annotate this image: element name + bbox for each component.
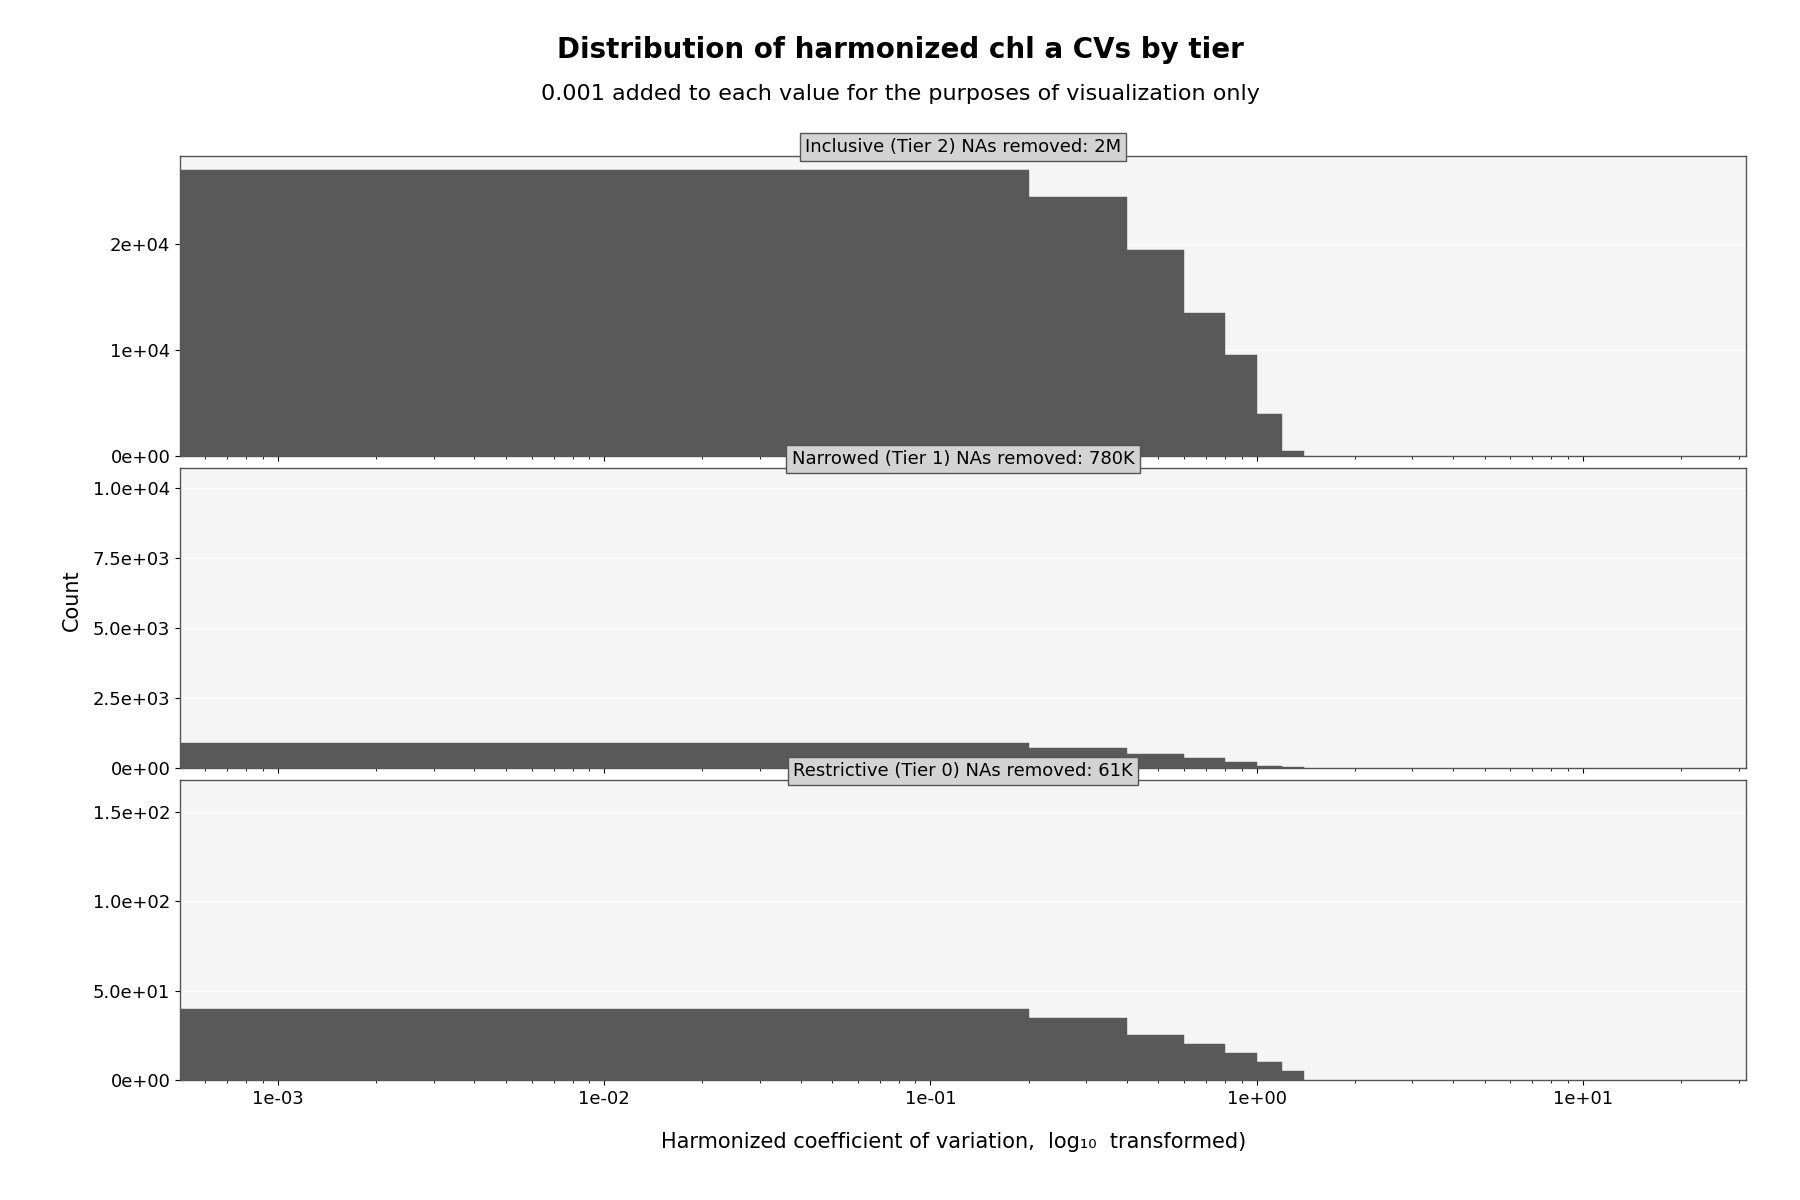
Text: Distribution of harmonized chl a CVs by tier: Distribution of harmonized chl a CVs by … bbox=[556, 36, 1244, 64]
Bar bbox=[1028, 197, 1127, 456]
Bar bbox=[0, 170, 1028, 456]
Bar bbox=[1184, 758, 1226, 768]
Bar bbox=[1127, 754, 1184, 768]
Text: 0.001 added to each value for the purposes of visualization only: 0.001 added to each value for the purpos… bbox=[540, 84, 1260, 104]
Bar bbox=[1127, 250, 1184, 456]
Bar bbox=[1184, 1044, 1226, 1080]
Bar bbox=[1256, 1062, 1282, 1080]
Bar bbox=[1226, 1054, 1256, 1080]
Text: Narrowed (Tier 1) NAs removed: 780K: Narrowed (Tier 1) NAs removed: 780K bbox=[792, 450, 1134, 468]
Bar bbox=[1282, 451, 1305, 456]
Bar bbox=[0, 1008, 1028, 1080]
Text: Inclusive (Tier 2) NAs removed: 2M: Inclusive (Tier 2) NAs removed: 2M bbox=[805, 138, 1121, 156]
Text: Count: Count bbox=[61, 569, 83, 631]
Bar bbox=[1028, 1018, 1127, 1080]
Bar bbox=[1256, 766, 1282, 768]
Bar bbox=[1127, 1036, 1184, 1080]
Bar bbox=[0, 743, 1028, 768]
Bar bbox=[1226, 762, 1256, 768]
Bar bbox=[1226, 355, 1256, 456]
Text: Restrictive (Tier 0) NAs removed: 61K: Restrictive (Tier 0) NAs removed: 61K bbox=[794, 762, 1132, 780]
Bar bbox=[1282, 1072, 1305, 1080]
Bar bbox=[1028, 749, 1127, 768]
Bar bbox=[1184, 313, 1226, 456]
Bar bbox=[1256, 414, 1282, 456]
Text: Harmonized coefficient of variation,  log₁₀  transformed): Harmonized coefficient of variation, log… bbox=[661, 1132, 1247, 1152]
